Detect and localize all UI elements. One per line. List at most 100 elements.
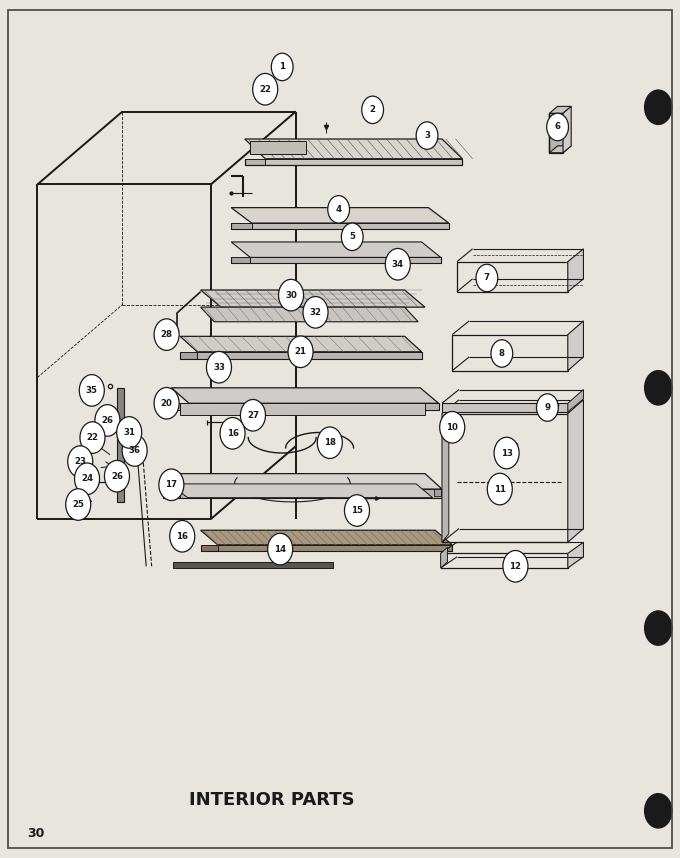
Polygon shape — [245, 139, 462, 159]
Circle shape — [159, 469, 184, 500]
Text: 30: 30 — [285, 291, 297, 299]
Circle shape — [154, 319, 179, 350]
Text: 2: 2 — [370, 106, 375, 114]
Polygon shape — [252, 223, 449, 229]
Circle shape — [288, 336, 313, 367]
Polygon shape — [201, 530, 452, 545]
Polygon shape — [265, 159, 462, 165]
Polygon shape — [442, 405, 449, 542]
Polygon shape — [568, 390, 583, 412]
Polygon shape — [117, 388, 124, 502]
Text: 8: 8 — [499, 349, 505, 358]
Polygon shape — [568, 542, 583, 568]
Circle shape — [537, 394, 558, 421]
Circle shape — [105, 461, 129, 492]
Circle shape — [476, 264, 498, 292]
Text: 15: 15 — [351, 506, 363, 515]
Polygon shape — [197, 352, 422, 359]
Text: INTERIOR PARTS: INTERIOR PARTS — [189, 791, 355, 808]
Polygon shape — [180, 336, 422, 352]
Text: 30: 30 — [27, 827, 45, 841]
Polygon shape — [231, 257, 250, 263]
Text: 27: 27 — [247, 411, 259, 420]
Polygon shape — [201, 290, 425, 307]
Text: 36: 36 — [129, 446, 141, 455]
Circle shape — [488, 474, 512, 505]
Polygon shape — [250, 141, 306, 154]
Circle shape — [503, 551, 528, 582]
Text: 1": 1" — [78, 501, 86, 510]
Polygon shape — [549, 146, 571, 153]
Polygon shape — [549, 106, 571, 113]
Polygon shape — [568, 249, 583, 292]
Circle shape — [95, 405, 120, 436]
Circle shape — [122, 435, 147, 466]
Text: 1: 1 — [279, 63, 285, 71]
Text: 22: 22 — [86, 433, 99, 442]
Circle shape — [207, 352, 231, 383]
Text: 35: 35 — [86, 386, 98, 395]
Polygon shape — [231, 223, 252, 229]
Circle shape — [645, 611, 672, 645]
Polygon shape — [201, 545, 218, 551]
Circle shape — [170, 521, 194, 552]
Text: 34: 34 — [392, 260, 404, 269]
Polygon shape — [250, 257, 441, 263]
Text: 14: 14 — [274, 545, 286, 553]
Polygon shape — [245, 159, 265, 165]
Polygon shape — [442, 403, 568, 412]
Text: 23: 23 — [74, 457, 86, 466]
Text: 25: 25 — [72, 500, 84, 509]
Circle shape — [303, 297, 328, 328]
Circle shape — [75, 463, 99, 494]
Text: 16: 16 — [176, 532, 188, 541]
Text: 9: 9 — [545, 403, 550, 412]
Polygon shape — [170, 484, 432, 498]
Polygon shape — [563, 106, 571, 153]
Circle shape — [241, 400, 265, 431]
Polygon shape — [231, 242, 441, 257]
Circle shape — [80, 375, 104, 406]
Text: 16: 16 — [226, 429, 239, 438]
Text: 11: 11 — [494, 485, 506, 493]
Circle shape — [328, 196, 350, 223]
Text: 21: 21 — [294, 347, 307, 356]
Text: 12: 12 — [509, 562, 522, 571]
Circle shape — [362, 96, 384, 124]
Circle shape — [271, 53, 293, 81]
Text: 7: 7 — [483, 274, 490, 282]
Text: 33: 33 — [213, 363, 225, 372]
Polygon shape — [163, 489, 180, 498]
Text: 18: 18 — [324, 438, 336, 447]
Polygon shape — [180, 489, 442, 498]
Polygon shape — [189, 403, 439, 410]
Circle shape — [440, 412, 464, 443]
Circle shape — [66, 489, 90, 520]
Circle shape — [220, 418, 245, 449]
Polygon shape — [163, 474, 442, 489]
Polygon shape — [171, 403, 189, 410]
Text: 26: 26 — [101, 416, 114, 425]
Circle shape — [547, 113, 568, 141]
Text: 26: 26 — [111, 472, 123, 480]
Polygon shape — [171, 388, 439, 403]
Polygon shape — [231, 208, 449, 223]
Polygon shape — [568, 321, 583, 371]
Polygon shape — [180, 352, 197, 359]
Text: 24: 24 — [81, 474, 93, 483]
Circle shape — [341, 223, 363, 251]
Circle shape — [268, 534, 292, 565]
Circle shape — [494, 438, 519, 468]
Text: 6: 6 — [555, 123, 560, 131]
Circle shape — [491, 340, 513, 367]
Polygon shape — [434, 489, 441, 496]
Polygon shape — [549, 113, 563, 153]
Circle shape — [279, 280, 303, 311]
Text: 32: 32 — [309, 308, 322, 317]
Text: 28: 28 — [160, 330, 173, 339]
Text: 17: 17 — [165, 480, 177, 489]
Polygon shape — [218, 545, 452, 551]
Text: 31: 31 — [123, 428, 135, 437]
Circle shape — [154, 388, 179, 419]
Polygon shape — [171, 489, 178, 496]
